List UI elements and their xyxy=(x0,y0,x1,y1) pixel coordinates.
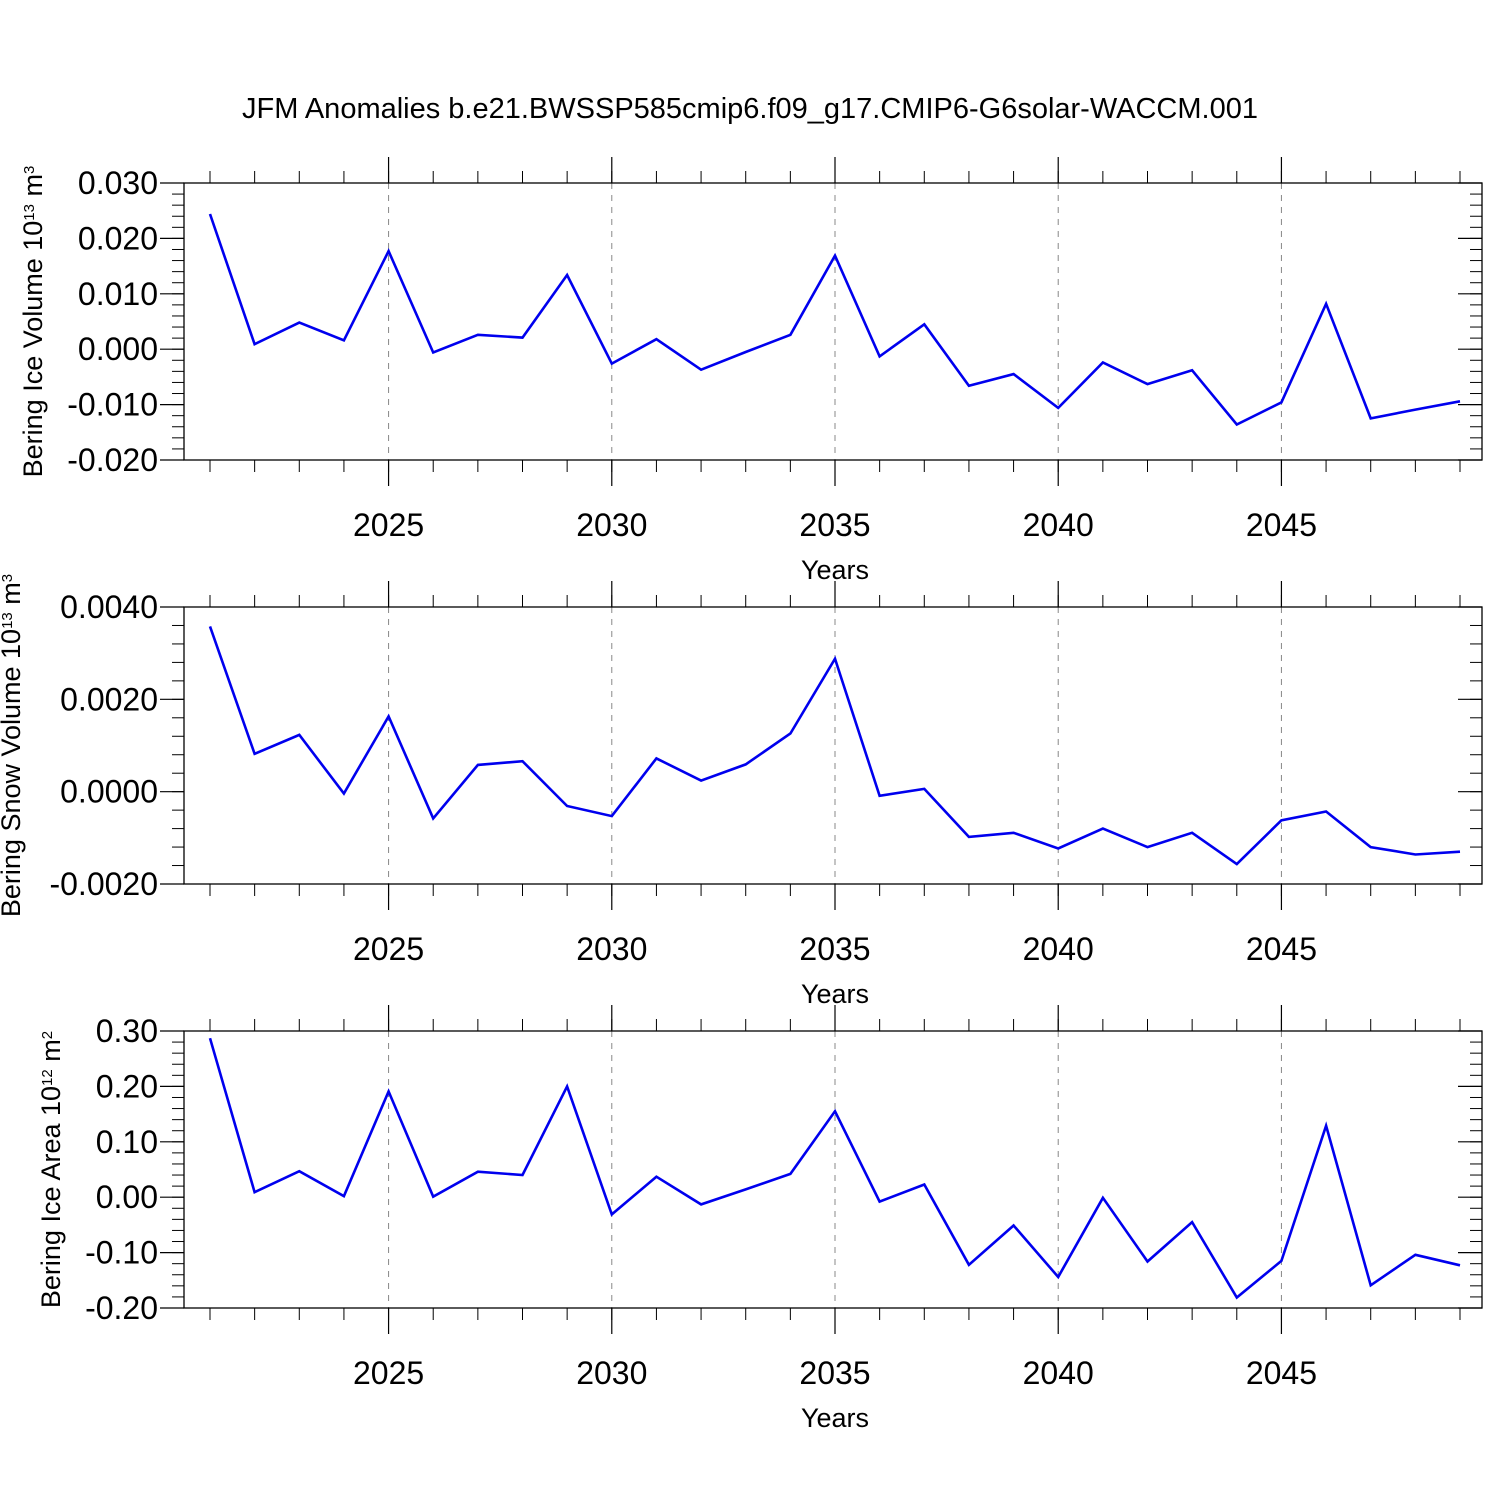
x-tick-label: 2045 xyxy=(1246,507,1317,543)
y-tick-label: -0.020 xyxy=(67,442,158,478)
x-tick-label: 2045 xyxy=(1246,1355,1317,1391)
x-tick-label: 2035 xyxy=(799,1355,870,1391)
y-tick-label: 0.0040 xyxy=(60,589,158,625)
y-axis-title: Bering Ice Area 1012 m2 xyxy=(36,1031,66,1308)
x-tick-label: 2030 xyxy=(576,1355,647,1391)
figure-title: JFM Anomalies b.e21.BWSSP585cmip6.f09_g1… xyxy=(242,93,1258,125)
x-axis-title: Years xyxy=(801,555,869,585)
x-tick-label: 2030 xyxy=(576,931,647,967)
series-line xyxy=(208,625,1461,866)
y-axis-title: Bering Ice Volume 1013 m3 xyxy=(18,166,48,478)
y-tick-label: 0.0020 xyxy=(60,681,158,717)
chart-panel-3: 2025 2030 2035 2040 2045 Years 0.30 0.20 0.10 0.0… xyxy=(36,1005,1483,1433)
plot-frame xyxy=(183,182,1483,461)
x-tick-label: 2040 xyxy=(1023,507,1094,543)
x-tick-label: 2035 xyxy=(799,931,870,967)
y-tick-label: 0.10 xyxy=(96,1124,158,1160)
x-tick-label: 2035 xyxy=(799,507,870,543)
y-tick-label: 0.000 xyxy=(78,331,158,367)
x-axis-title: Years xyxy=(801,979,869,1009)
x-tick-label: 2040 xyxy=(1023,1355,1094,1391)
x-tick-label: 2025 xyxy=(353,931,424,967)
x-tick-label: 2040 xyxy=(1023,931,1094,967)
y-tick-label: 0.0000 xyxy=(60,774,158,810)
chart-panels: 2025 2030 2035 2040 2045 Years 0.030 0.020 0.010… xyxy=(0,157,1483,1433)
y-tick-label: 0.00 xyxy=(96,1179,158,1215)
x-tick-label: 2025 xyxy=(353,507,424,543)
y-axis-title: Bering Snow Volume 1013 m3 xyxy=(0,574,26,917)
y-tick-label: -0.0020 xyxy=(49,866,158,902)
y-tick-label: -0.010 xyxy=(67,387,158,423)
x-tick-label: 2025 xyxy=(353,1355,424,1391)
series-line xyxy=(208,1037,1461,1300)
y-tick-label: 0.30 xyxy=(96,1013,158,1049)
y-tick-label: 0.20 xyxy=(96,1068,158,1104)
plot-frame xyxy=(183,606,1483,885)
chart-panel-1: 2025 2030 2035 2040 2045 Years 0.030 0.020 0.010… xyxy=(18,157,1483,585)
y-tick-label: 0.020 xyxy=(78,220,158,256)
y-tick-label: 0.030 xyxy=(78,165,158,201)
x-tick-label: 2030 xyxy=(576,507,647,543)
chart-panel-2: 2025 2030 2035 2040 2045 Years 0.0040 0.0020 0.0… xyxy=(0,574,1483,1009)
x-axis-title: Years xyxy=(801,1403,869,1433)
series-line xyxy=(208,213,1461,427)
y-tick-label: 0.010 xyxy=(78,276,158,312)
y-tick-label: -0.10 xyxy=(85,1235,158,1271)
plot-frame xyxy=(183,1030,1483,1309)
x-tick-label: 2045 xyxy=(1246,931,1317,967)
y-tick-label: -0.20 xyxy=(85,1290,158,1326)
